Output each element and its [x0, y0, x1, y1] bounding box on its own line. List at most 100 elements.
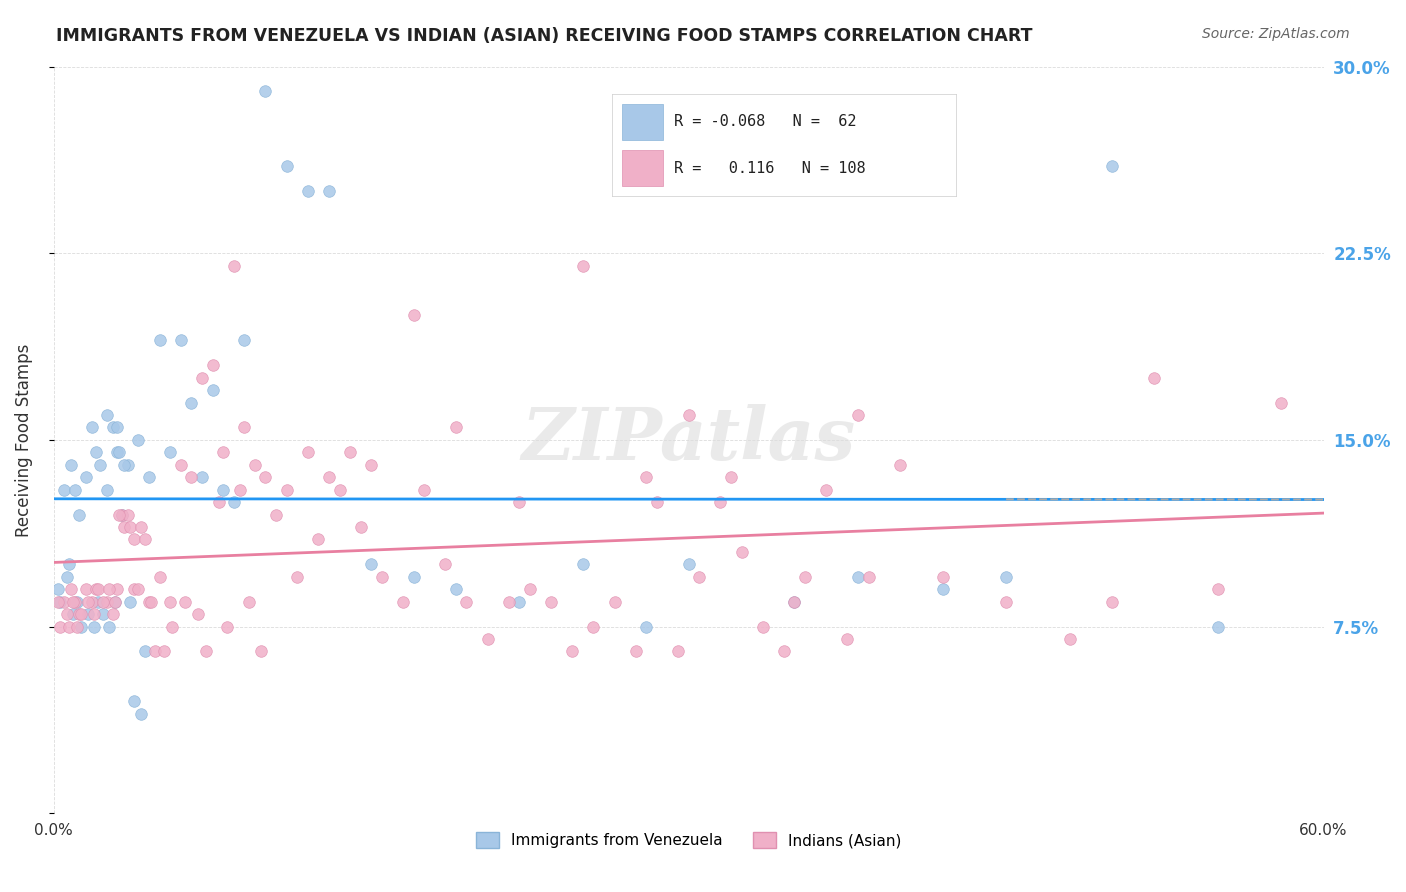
Point	[318, 184, 340, 198]
Point	[108, 508, 131, 522]
Point	[572, 259, 595, 273]
Point	[995, 595, 1018, 609]
Point	[238, 595, 260, 609]
Point	[250, 644, 273, 658]
Point	[603, 595, 626, 609]
Point	[371, 570, 394, 584]
Point	[138, 470, 160, 484]
Point	[70, 619, 93, 633]
Point	[187, 607, 209, 621]
Point	[89, 458, 111, 472]
Point	[456, 595, 478, 609]
Point	[264, 508, 287, 522]
Point	[105, 582, 128, 597]
Bar	[621, 150, 664, 186]
Point	[141, 595, 163, 609]
Point	[360, 458, 382, 472]
Point	[444, 420, 467, 434]
Point	[444, 582, 467, 597]
Point	[254, 470, 277, 484]
Point	[328, 483, 350, 497]
Point	[931, 570, 953, 584]
Point	[112, 458, 135, 472]
Point	[572, 558, 595, 572]
Point	[104, 595, 127, 609]
Point	[62, 595, 84, 609]
Point	[837, 632, 859, 646]
Point	[76, 595, 98, 609]
Point	[276, 159, 298, 173]
Point	[730, 545, 752, 559]
Point	[134, 533, 156, 547]
Point	[1101, 159, 1123, 173]
Point	[127, 582, 149, 597]
Point	[84, 582, 107, 597]
Point	[91, 607, 114, 621]
Point	[434, 558, 457, 572]
Bar	[621, 104, 664, 140]
Point	[191, 370, 214, 384]
Point	[1270, 395, 1292, 409]
Point	[201, 383, 224, 397]
Point	[149, 570, 172, 584]
Point	[91, 595, 114, 609]
Point	[1059, 632, 1081, 646]
Point	[678, 408, 700, 422]
Point	[75, 470, 97, 484]
Point	[307, 533, 329, 547]
Point	[339, 445, 361, 459]
Point	[138, 595, 160, 609]
Point	[794, 570, 817, 584]
Point	[127, 433, 149, 447]
Point	[402, 309, 425, 323]
Point	[350, 520, 373, 534]
Point	[75, 582, 97, 597]
Point	[170, 458, 193, 472]
Text: R = -0.068   N =  62: R = -0.068 N = 62	[673, 114, 856, 129]
Point	[159, 595, 181, 609]
Point	[59, 582, 82, 597]
Point	[55, 570, 77, 584]
Point	[254, 85, 277, 99]
Text: ZIPatlas: ZIPatlas	[522, 404, 856, 475]
Point	[112, 520, 135, 534]
Point	[498, 595, 520, 609]
Point	[222, 259, 245, 273]
Point	[709, 495, 731, 509]
Y-axis label: Receiving Food Stamps: Receiving Food Stamps	[15, 343, 32, 537]
Text: R =   0.116   N = 108: R = 0.116 N = 108	[673, 161, 865, 176]
Point	[87, 582, 110, 597]
Point	[134, 644, 156, 658]
Point	[297, 184, 319, 198]
Point	[666, 644, 689, 658]
Point	[243, 458, 266, 472]
Point	[815, 483, 838, 497]
Text: Source: ZipAtlas.com: Source: ZipAtlas.com	[1202, 27, 1350, 41]
Point	[413, 483, 436, 497]
Point	[678, 558, 700, 572]
Point	[582, 619, 605, 633]
Point	[70, 607, 93, 621]
Point	[233, 420, 256, 434]
Point	[80, 595, 103, 609]
Point	[80, 420, 103, 434]
Point	[101, 420, 124, 434]
Point	[96, 408, 118, 422]
Point	[222, 495, 245, 509]
Point	[751, 619, 773, 633]
Point	[477, 632, 499, 646]
Point	[540, 595, 562, 609]
Point	[58, 619, 80, 633]
Point	[66, 619, 89, 633]
Point	[67, 508, 90, 522]
Point	[122, 694, 145, 708]
Point	[145, 644, 167, 658]
Point	[360, 558, 382, 572]
Point	[931, 582, 953, 597]
Point	[49, 619, 72, 633]
Point	[76, 607, 98, 621]
Point	[118, 520, 141, 534]
Point	[97, 619, 120, 633]
Point	[153, 644, 176, 658]
Point	[720, 470, 742, 484]
